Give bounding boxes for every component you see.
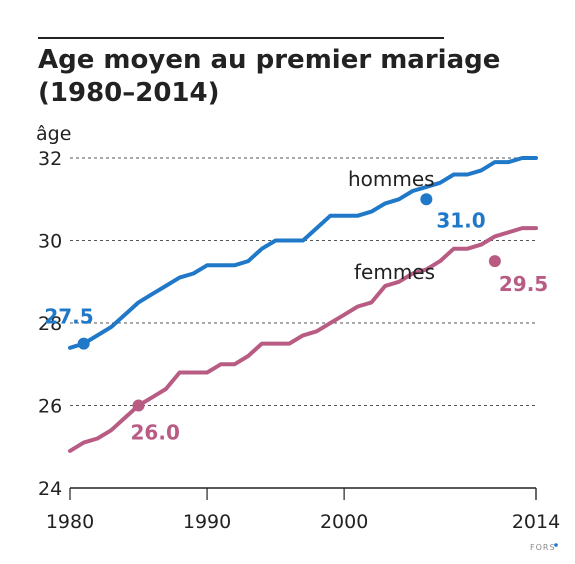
point-label-femmes-2011: 29.5 <box>499 272 548 296</box>
point-femmes-2011 <box>488 255 501 268</box>
x-tick-labels: 1980 1990 2000 2014 <box>46 488 560 533</box>
chart-title-line1: Age moyen au premier mariage <box>38 45 500 75</box>
point-label-femmes-1985: 26.0 <box>131 421 180 445</box>
x-tick-1990: 1990 <box>183 511 231 533</box>
point-hommes-1981 <box>77 337 90 350</box>
y-axis-label: âge <box>36 123 71 145</box>
series-label-hommes: hommes <box>348 167 435 191</box>
series-line-hommes <box>68 156 538 350</box>
series-label-femmes: femmes <box>354 260 435 284</box>
credit-fors: FORS <box>530 543 556 552</box>
point-label-hommes-1981: 27.5 <box>44 305 93 329</box>
series-line-femmes <box>68 226 538 453</box>
credit-dot <box>554 543 558 547</box>
y-tick-32: 32 <box>38 148 62 170</box>
point-femmes-1985 <box>132 399 145 412</box>
y-tick-labels: 24 26 28 30 32 <box>38 148 62 500</box>
y-tick-30: 30 <box>38 231 62 253</box>
point-label-hommes-2006: 31.0 <box>436 208 485 232</box>
point-hommes-2006 <box>420 193 433 206</box>
x-tick-2000: 2000 <box>320 511 368 533</box>
gridlines <box>70 157 536 489</box>
x-tick-2014: 2014 <box>512 511 560 533</box>
y-tick-28: 28 <box>38 313 62 335</box>
series <box>68 156 538 453</box>
annotations: 27.5 31.0 26.0 29.5 <box>44 208 548 444</box>
x-tick-1980: 1980 <box>46 511 94 533</box>
y-tick-26: 26 <box>38 396 62 418</box>
chart-title-line2: (1980–2014) <box>38 78 220 108</box>
y-tick-24: 24 <box>38 478 62 500</box>
